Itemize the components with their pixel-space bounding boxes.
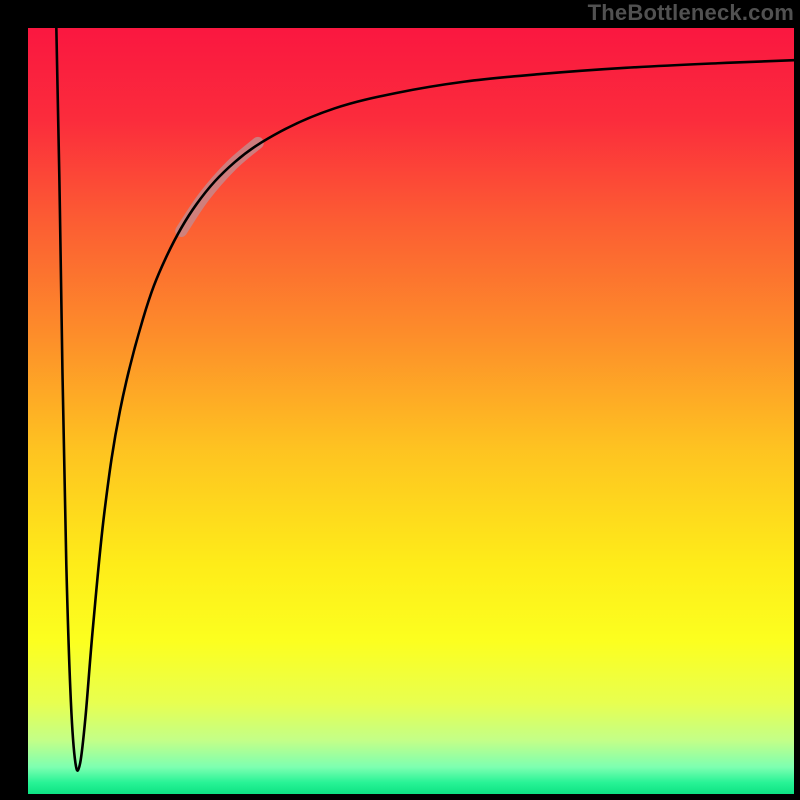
- watermark-text: TheBottleneck.com: [588, 0, 794, 26]
- chart-container: TheBottleneck.com: [0, 0, 800, 800]
- plot-background: [28, 28, 794, 794]
- chart-svg: [0, 0, 800, 800]
